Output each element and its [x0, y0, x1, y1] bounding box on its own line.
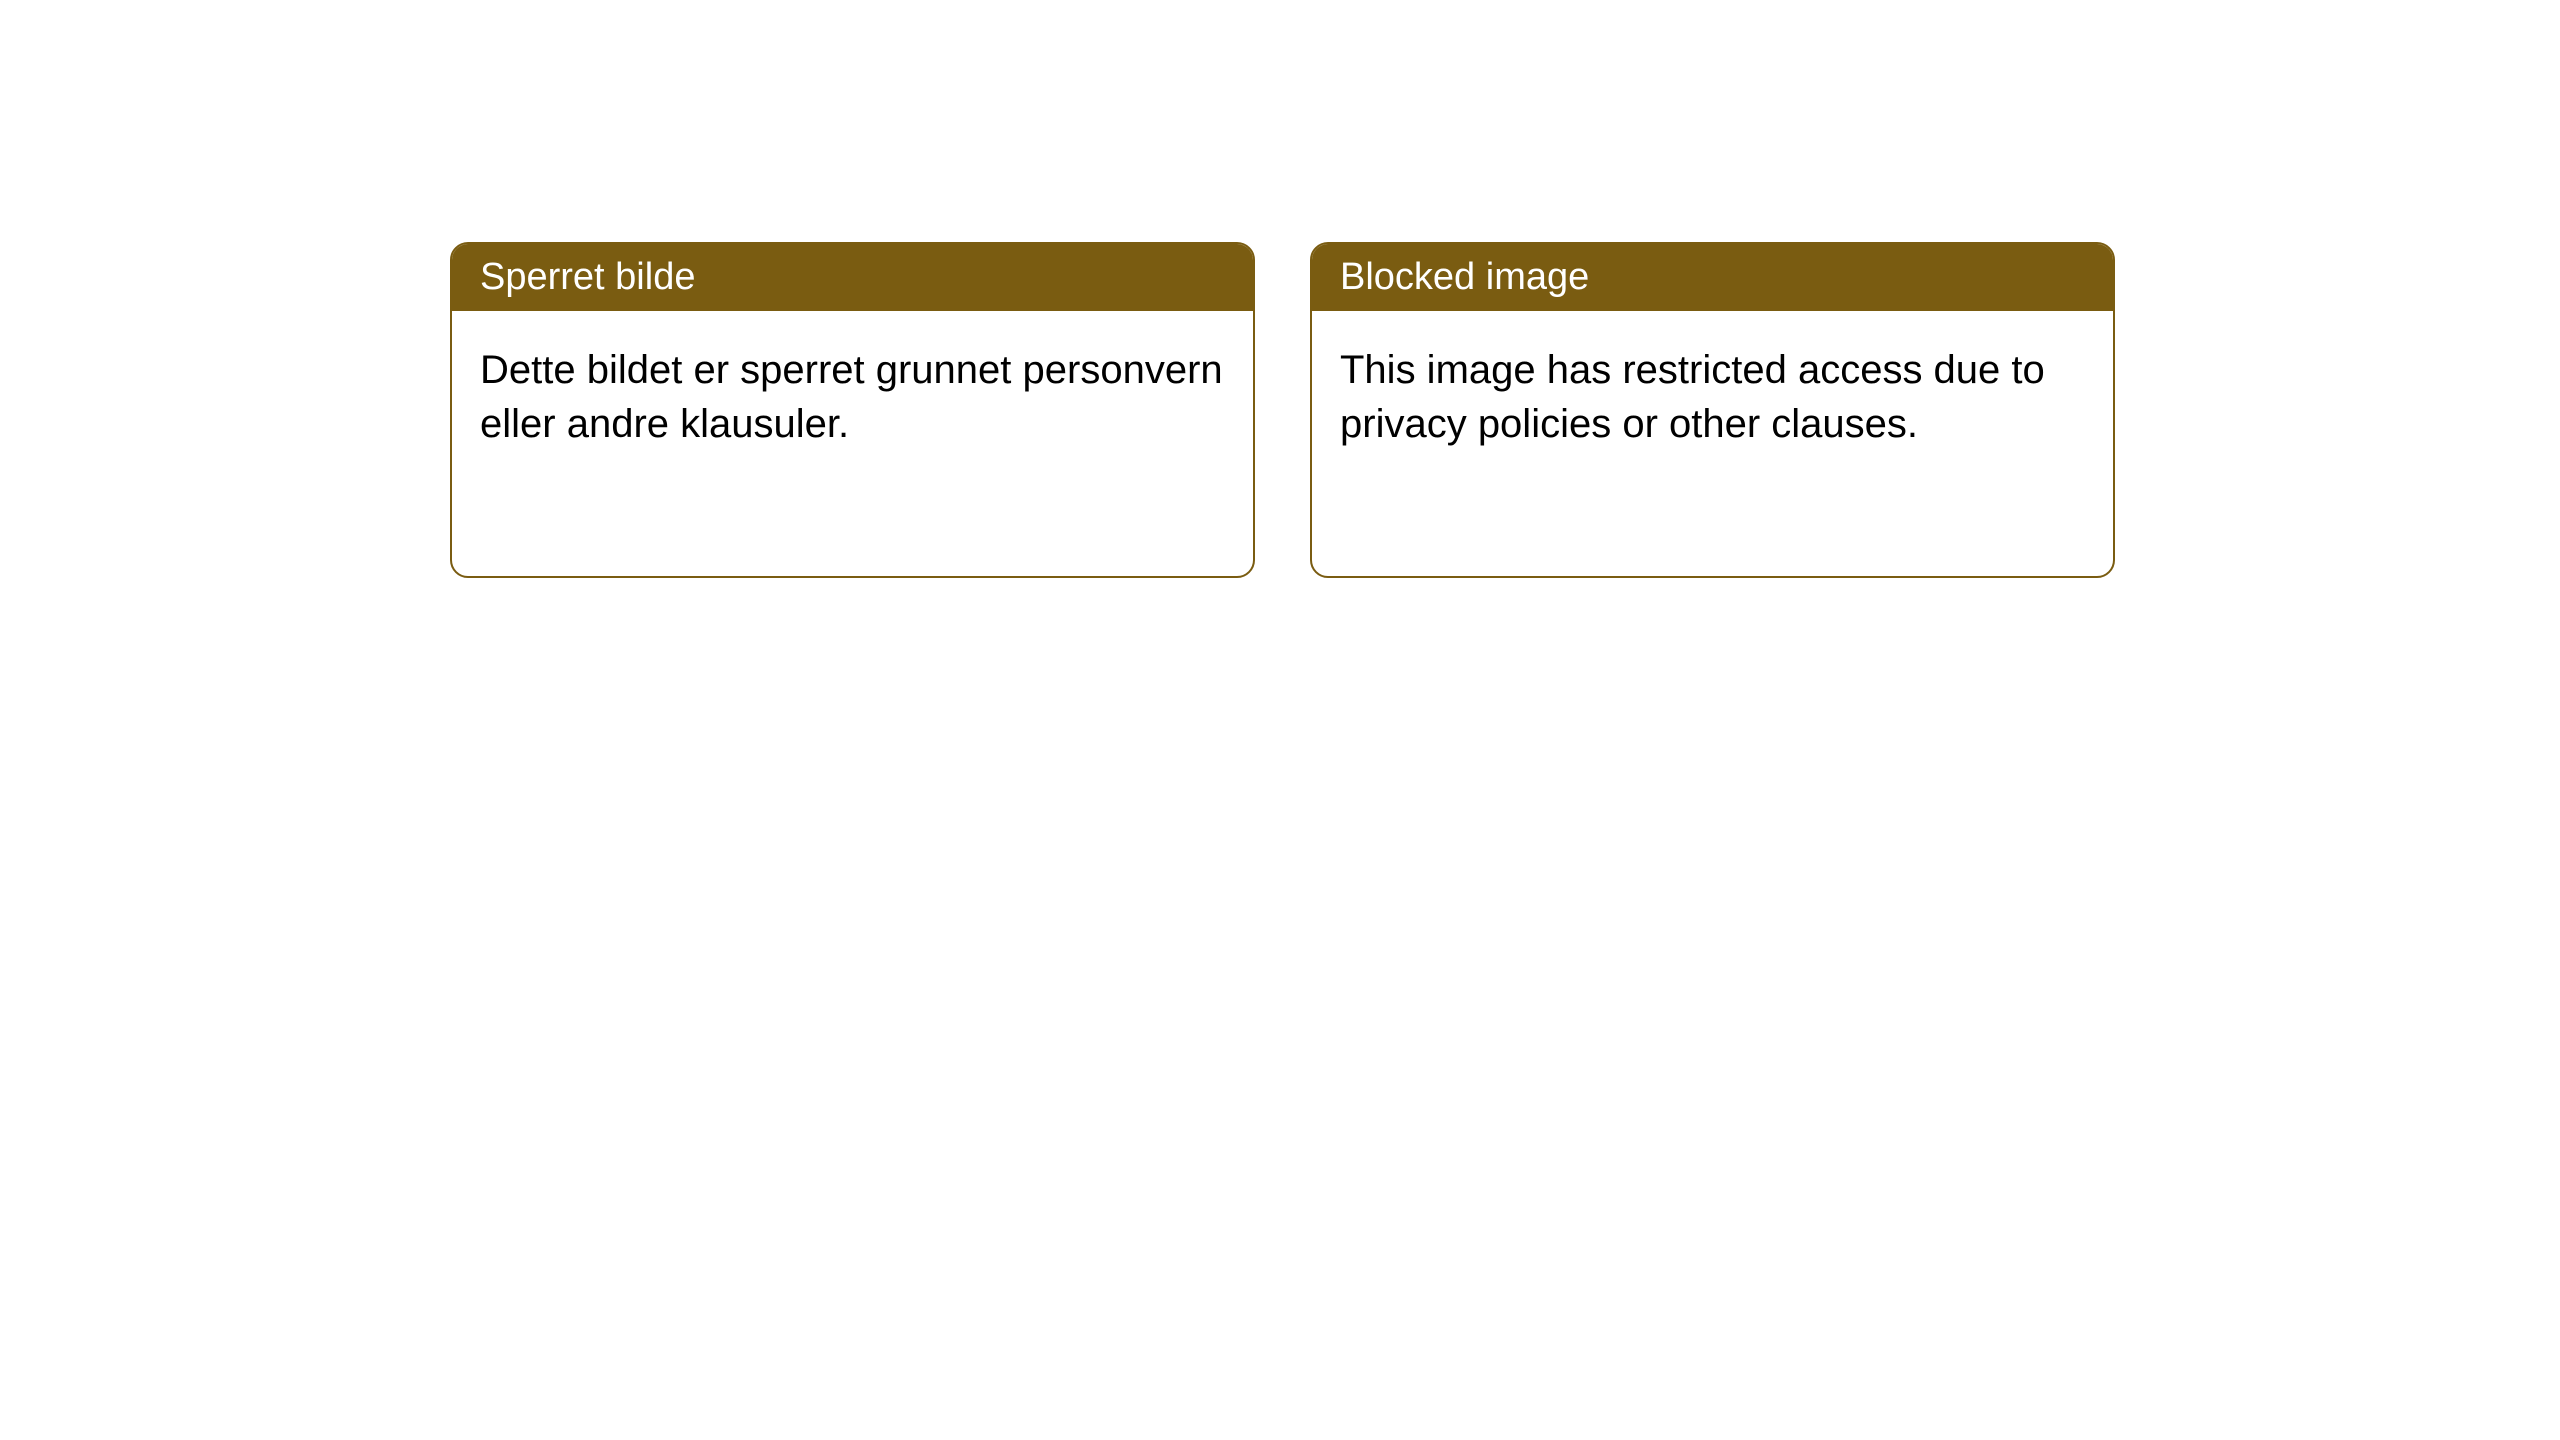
notice-body-no: Dette bildet er sperret grunnet personve… [452, 311, 1253, 483]
notice-title-en: Blocked image [1312, 244, 2113, 311]
notice-card-no: Sperret bilde Dette bildet er sperret gr… [450, 242, 1255, 578]
notice-title-no: Sperret bilde [452, 244, 1253, 311]
notice-body-en: This image has restricted access due to … [1312, 311, 2113, 483]
notice-card-en: Blocked image This image has restricted … [1310, 242, 2115, 578]
notice-container: Sperret bilde Dette bildet er sperret gr… [0, 0, 2560, 578]
